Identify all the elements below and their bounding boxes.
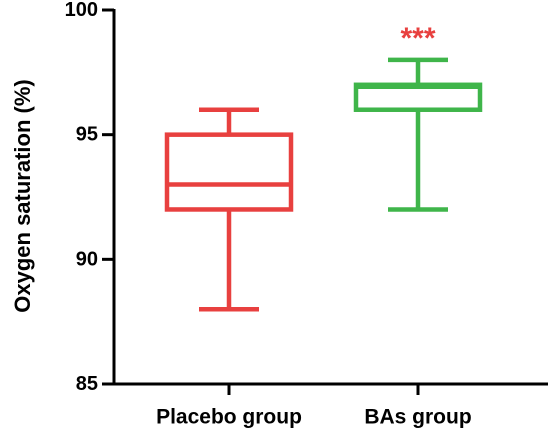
y-tick-label: 90 xyxy=(76,248,98,270)
y-tick-label: 100 xyxy=(65,0,98,21)
box-1 xyxy=(164,107,294,312)
boxes: *** xyxy=(164,22,483,312)
y-tick-label: 95 xyxy=(76,124,98,146)
x-category-label: BAs group xyxy=(364,406,471,429)
significance-marker: *** xyxy=(400,22,435,55)
y-axis: 85 90 95 100 xyxy=(65,0,116,395)
x-axis: Placebo group BAs group xyxy=(112,382,548,429)
y-tick-label: 85 xyxy=(76,373,98,395)
iqr-box xyxy=(164,132,294,212)
box-2 xyxy=(353,57,483,212)
y-axis-title: Oxygen saturation (%) xyxy=(10,79,35,312)
x-category-label: Placebo group xyxy=(156,406,302,429)
